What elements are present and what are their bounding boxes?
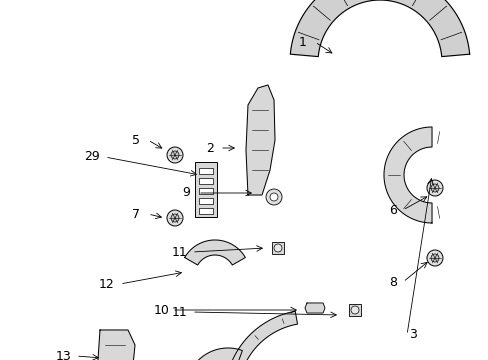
Polygon shape (383, 127, 431, 223)
Circle shape (171, 214, 179, 222)
Polygon shape (185, 348, 242, 360)
Circle shape (430, 254, 438, 262)
Text: 29: 29 (84, 150, 100, 163)
Circle shape (265, 189, 282, 205)
Text: 5: 5 (132, 134, 140, 147)
Polygon shape (184, 240, 245, 265)
Text: 3: 3 (408, 328, 416, 342)
Bar (199, 188, 213, 194)
Text: 6: 6 (388, 203, 396, 216)
Circle shape (273, 244, 282, 252)
Polygon shape (224, 311, 324, 360)
Text: 12: 12 (99, 278, 115, 291)
Text: 9: 9 (182, 186, 189, 199)
Bar (348, 304, 360, 316)
Text: 11: 11 (172, 306, 187, 319)
Text: 11: 11 (172, 246, 187, 258)
Text: 1: 1 (299, 36, 306, 49)
Bar (199, 168, 213, 174)
Circle shape (167, 210, 183, 226)
Circle shape (426, 250, 442, 266)
Bar (195, 162, 217, 217)
Bar (271, 242, 284, 254)
Text: 10: 10 (154, 303, 170, 316)
Circle shape (167, 147, 183, 163)
Polygon shape (290, 0, 468, 57)
Circle shape (350, 306, 358, 314)
Bar (199, 198, 213, 204)
Polygon shape (245, 85, 274, 195)
Circle shape (426, 180, 442, 196)
Text: 8: 8 (388, 275, 396, 288)
Circle shape (171, 151, 179, 159)
Text: 7: 7 (132, 207, 140, 220)
Polygon shape (305, 303, 325, 313)
Text: 13: 13 (56, 350, 72, 360)
Circle shape (430, 184, 438, 192)
Circle shape (269, 193, 278, 201)
Bar (199, 178, 213, 184)
Text: 2: 2 (205, 141, 214, 154)
Polygon shape (98, 330, 135, 360)
Bar (199, 208, 213, 214)
